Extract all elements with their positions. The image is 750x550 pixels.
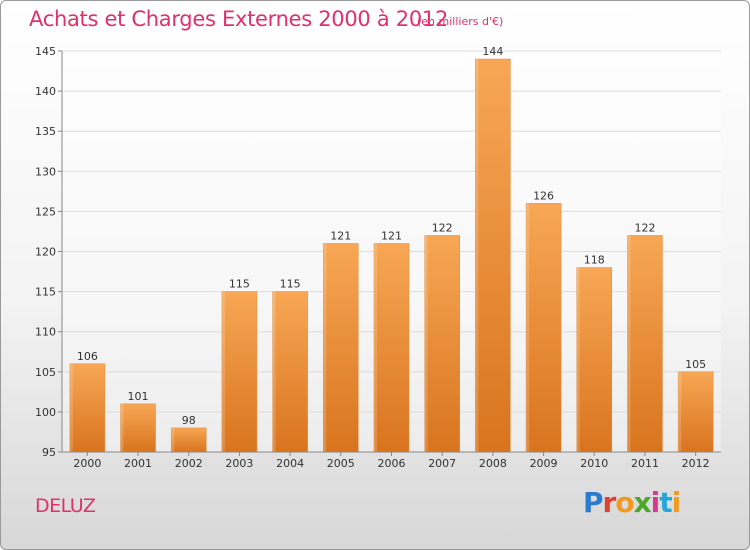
x-tick-label: 2003	[225, 457, 253, 470]
bar	[221, 291, 258, 453]
bar-value-label: 101	[128, 390, 149, 403]
x-tick-label: 2011	[631, 457, 659, 470]
x-tick-label: 2004	[276, 457, 304, 470]
logo-letter: t	[659, 486, 672, 519]
x-tick-label: 2005	[327, 457, 355, 470]
bar	[272, 291, 308, 453]
bar-value-label: 118	[584, 254, 605, 267]
y-tick-label: 125	[35, 205, 56, 218]
bar-highlight	[171, 427, 175, 452]
bar	[424, 235, 460, 453]
logo-letter: x	[633, 486, 652, 519]
bar	[120, 403, 156, 453]
logo-letter: r	[602, 486, 617, 519]
x-tick-label: 2009	[530, 457, 558, 470]
y-tick-label: 140	[35, 85, 56, 98]
y-tick-label: 135	[35, 125, 56, 138]
commune-name: DELUZ	[35, 495, 96, 517]
x-tick-label: 2007	[428, 457, 456, 470]
logo-letter: o	[615, 486, 634, 519]
x-tick-label: 2012	[682, 457, 710, 470]
bar	[475, 58, 511, 453]
bar-value-label: 144	[482, 45, 503, 58]
y-tick-label: 130	[35, 165, 56, 178]
bar-value-label: 106	[77, 350, 98, 363]
bar-highlight	[221, 291, 225, 452]
bar-highlight	[69, 363, 73, 452]
bar	[525, 203, 562, 453]
bar	[576, 267, 613, 453]
y-tick-label: 115	[35, 286, 56, 299]
bar-value-label: 98	[182, 414, 196, 427]
y-tick-label: 100	[35, 406, 56, 419]
bar-highlight	[374, 243, 377, 452]
x-tick-label: 2006	[378, 457, 406, 470]
bar-value-label: 115	[280, 278, 301, 291]
chart-title: Achats et Charges Externes 2000 à 2012	[29, 7, 449, 31]
bar-value-label: 121	[381, 229, 402, 242]
x-tick-label: 2000	[73, 457, 101, 470]
bar-highlight	[323, 243, 327, 452]
bar	[323, 243, 359, 453]
x-tick-label: 2002	[175, 457, 203, 470]
bar-highlight	[576, 267, 580, 452]
bar-highlight	[120, 403, 124, 452]
bar-value-label: 115	[229, 278, 250, 291]
bar-value-label: 122	[432, 221, 453, 234]
y-tick-label: 120	[35, 246, 56, 259]
x-tick-label: 2008	[479, 457, 507, 470]
bar-highlight	[627, 235, 631, 452]
x-tick-label: 2001	[124, 457, 152, 470]
y-tick-label: 110	[35, 326, 56, 339]
bar-highlight	[678, 371, 682, 452]
bar-value-label: 105	[685, 358, 706, 371]
bar-value-label: 122	[634, 221, 655, 234]
logo-letter: i	[671, 486, 682, 519]
bar	[69, 363, 106, 453]
y-tick-label: 145	[35, 45, 56, 58]
y-tick-label: 105	[35, 366, 56, 379]
bar-highlight	[475, 59, 479, 453]
bar	[170, 427, 207, 453]
bar-highlight	[272, 291, 276, 452]
bar-value-label: 126	[533, 189, 554, 202]
proxiti-logo: Proxiti	[583, 486, 682, 519]
logo-letter: P	[583, 486, 604, 519]
bar	[677, 371, 714, 453]
bar-value-label: 121	[330, 229, 351, 242]
chart-subtitle: (en milliers d'€)	[417, 15, 504, 28]
bar	[627, 235, 663, 453]
bar	[373, 243, 410, 453]
logo-letter: i	[650, 486, 661, 519]
bar-highlight	[424, 235, 428, 452]
x-tick-label: 2010	[580, 457, 608, 470]
y-tick-label: 95	[42, 446, 56, 459]
bar-highlight	[526, 203, 530, 452]
